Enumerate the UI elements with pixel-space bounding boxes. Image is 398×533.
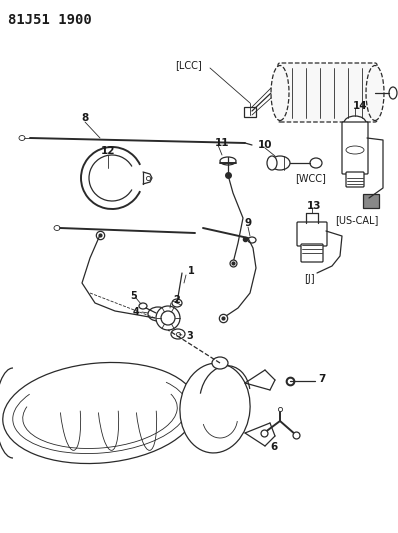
Text: 12: 12	[101, 146, 115, 156]
FancyBboxPatch shape	[301, 244, 323, 262]
Ellipse shape	[248, 237, 256, 243]
Text: 14: 14	[353, 101, 367, 111]
FancyBboxPatch shape	[244, 107, 256, 117]
Ellipse shape	[389, 87, 397, 99]
Ellipse shape	[310, 158, 322, 168]
Text: 10: 10	[258, 140, 272, 150]
FancyBboxPatch shape	[297, 222, 327, 246]
Ellipse shape	[180, 363, 250, 453]
Ellipse shape	[366, 66, 384, 120]
Text: 5: 5	[130, 291, 137, 301]
Text: 7: 7	[318, 374, 326, 384]
FancyBboxPatch shape	[346, 172, 364, 187]
Ellipse shape	[19, 135, 25, 141]
Ellipse shape	[267, 156, 277, 170]
Text: 3: 3	[186, 331, 193, 341]
Text: 1: 1	[188, 266, 195, 276]
Text: [LCC]: [LCC]	[175, 60, 202, 70]
Ellipse shape	[161, 311, 175, 325]
Text: 9: 9	[244, 218, 252, 228]
Ellipse shape	[220, 157, 236, 165]
Ellipse shape	[54, 225, 60, 230]
Ellipse shape	[171, 329, 185, 339]
FancyBboxPatch shape	[342, 122, 368, 174]
Text: 8: 8	[81, 113, 89, 123]
Ellipse shape	[212, 357, 228, 369]
Text: [J]: [J]	[304, 274, 315, 284]
Text: 11: 11	[215, 138, 230, 148]
FancyBboxPatch shape	[363, 194, 379, 208]
Text: [US-CAL]: [US-CAL]	[335, 215, 378, 225]
Text: 4: 4	[133, 307, 140, 317]
Ellipse shape	[3, 362, 197, 464]
Ellipse shape	[139, 303, 147, 309]
Ellipse shape	[344, 116, 366, 130]
Text: 2: 2	[173, 295, 180, 305]
Ellipse shape	[346, 146, 364, 154]
Ellipse shape	[172, 299, 182, 307]
Text: 6: 6	[270, 442, 278, 452]
Text: [WCC]: [WCC]	[295, 173, 326, 183]
Ellipse shape	[156, 306, 180, 330]
Ellipse shape	[270, 156, 290, 170]
Ellipse shape	[271, 66, 289, 120]
Ellipse shape	[148, 307, 168, 321]
Text: 81J51 1900: 81J51 1900	[8, 13, 92, 27]
Text: 13: 13	[307, 201, 321, 211]
FancyBboxPatch shape	[278, 63, 377, 122]
